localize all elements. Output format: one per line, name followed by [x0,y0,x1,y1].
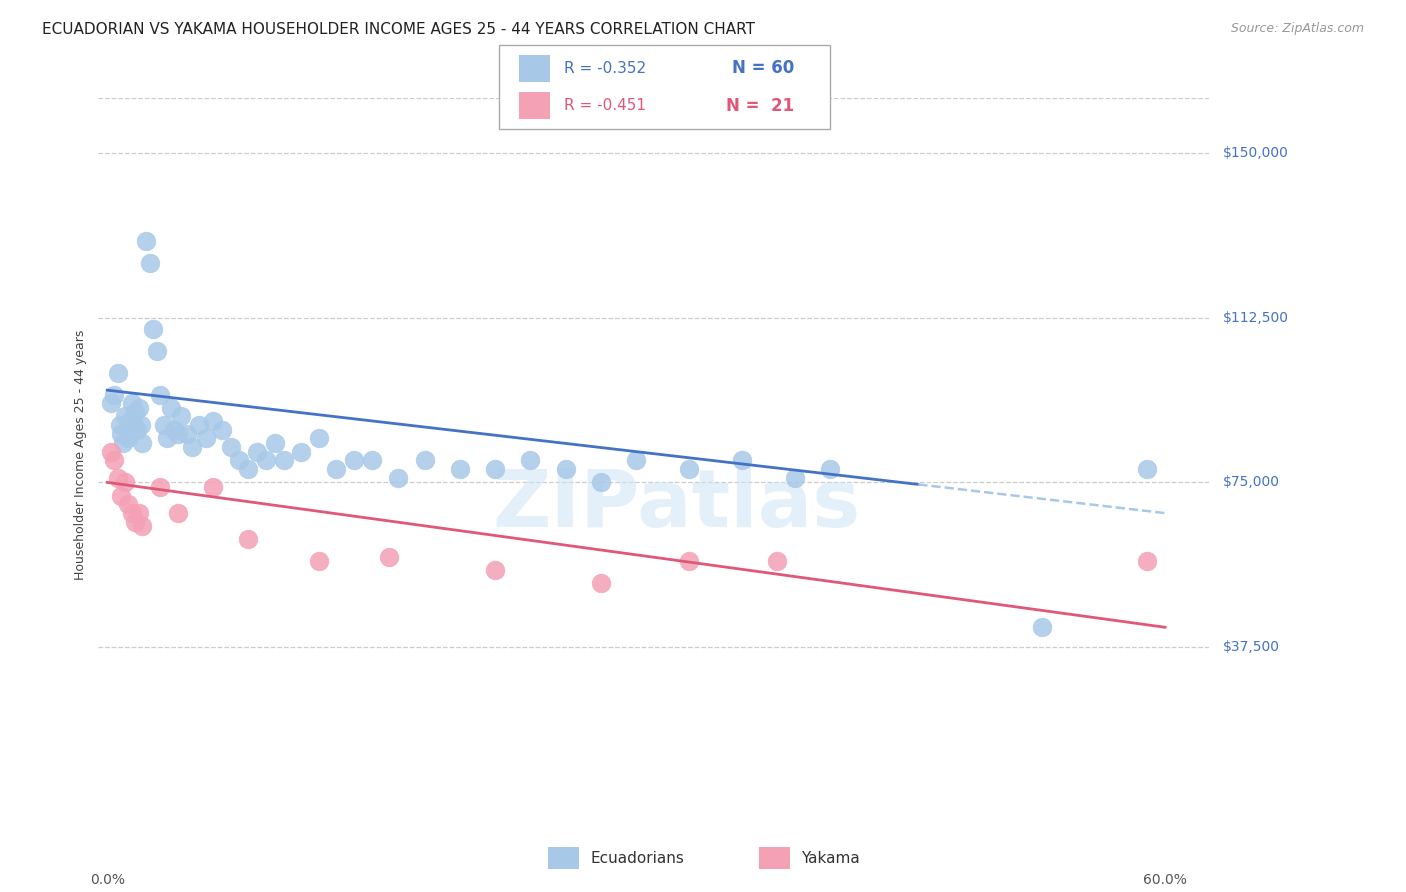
Point [115,423,138,437]
Text: Source: ZipAtlas.com: Source: ZipAtlas.com [1230,22,1364,36]
Point [246,444,269,458]
Point [103,453,125,467]
Point [142,321,165,335]
Point [124,515,146,529]
Y-axis label: Householder Income Ages 25 - 44 years: Householder Income Ages 25 - 44 years [75,330,87,580]
Point [120,414,142,428]
Text: 60.0%: 60.0% [1143,873,1187,888]
Point [121,396,143,410]
Point [100,444,122,458]
Text: Ecuadorians: Ecuadorians [591,851,685,865]
Point [589,475,612,490]
Point [254,453,277,467]
Point [263,435,285,450]
Point [128,401,150,415]
Point [128,506,150,520]
Point [149,387,172,401]
Point [127,423,149,437]
Text: $150,000: $150,000 [1223,146,1289,160]
Point [117,497,139,511]
Point [202,414,225,428]
Point [783,471,806,485]
Point [124,405,146,419]
Point [176,427,198,442]
Point [211,423,233,437]
Point [1136,554,1159,568]
Point [131,519,153,533]
Point [152,418,174,433]
Point [1031,620,1053,634]
Point [238,533,260,547]
Point [554,462,576,476]
Point [170,409,193,424]
Point [484,563,506,577]
Point [114,409,136,424]
Text: $75,000: $75,000 [1223,475,1281,490]
Point [117,432,139,446]
Point [413,453,436,467]
Point [519,453,541,467]
Point [122,418,145,433]
Point [678,554,700,568]
Point [112,435,135,450]
Point [273,453,295,467]
Point [129,418,152,433]
Point [138,256,160,270]
Point [484,462,506,476]
Point [114,475,136,490]
Point [766,554,789,568]
Point [103,387,125,401]
Point [678,462,700,476]
Point [166,427,188,442]
Point [387,471,409,485]
Point [108,418,131,433]
Point [156,432,179,446]
Point [100,396,122,410]
Point [343,453,366,467]
Text: N =  21: N = 21 [727,96,794,114]
Point [194,432,217,446]
Point [308,432,330,446]
Text: $37,500: $37,500 [1223,640,1281,654]
Text: ECUADORIAN VS YAKAMA HOUSEHOLDER INCOME AGES 25 - 44 YEARS CORRELATION CHART: ECUADORIAN VS YAKAMA HOUSEHOLDER INCOME … [42,22,755,37]
Point [145,343,167,358]
Text: ZIPatlas: ZIPatlas [492,466,860,544]
Point [731,453,754,467]
Text: 0.0%: 0.0% [90,873,125,888]
Point [110,427,132,442]
Point [107,366,129,380]
Point [1136,462,1159,476]
Point [149,480,172,494]
Point [121,506,143,520]
Point [238,462,260,476]
Point [131,435,153,450]
Text: R = -0.451: R = -0.451 [564,98,645,113]
Text: N = 60: N = 60 [733,60,794,78]
Point [163,423,186,437]
Text: R = -0.352: R = -0.352 [564,61,645,76]
Point [135,234,157,248]
Point [219,440,242,454]
Point [360,453,382,467]
Point [228,453,250,467]
Point [325,462,347,476]
Text: $112,500: $112,500 [1223,310,1289,325]
Point [159,401,181,415]
Point [187,418,209,433]
Text: Yakama: Yakama [801,851,860,865]
Point [589,576,612,591]
Point [378,549,401,564]
Point [818,462,841,476]
Point [166,506,188,520]
Point [449,462,471,476]
Point [290,444,312,458]
Point [202,480,225,494]
Point [624,453,647,467]
Point [308,554,330,568]
Point [110,489,132,503]
Point [180,440,202,454]
Point [107,471,129,485]
